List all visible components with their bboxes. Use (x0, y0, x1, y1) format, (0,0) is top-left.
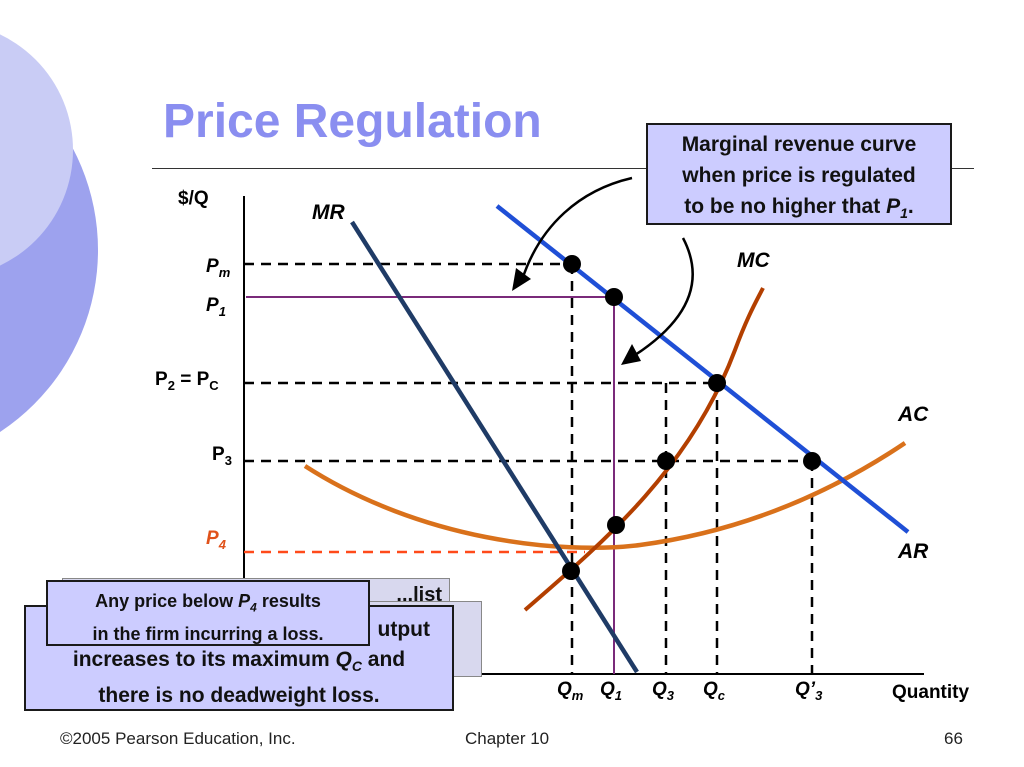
mr-label: MR (312, 201, 345, 224)
mc-curve (523, 287, 765, 612)
footer-chapter: Chapter 10 (465, 729, 550, 748)
x-axis-label: Quantity (892, 682, 969, 703)
ar-label: AR (897, 540, 929, 563)
point-pc-qc (708, 374, 726, 392)
hidden-callout-fragment: ...list (396, 584, 442, 606)
output-callout-line1: utput (377, 618, 430, 641)
quantity-label-q1: Q1 (600, 679, 622, 703)
deco-circle-inner (0, 34, 73, 266)
loss-callout-line2: in the firm incurring a loss. (92, 623, 324, 644)
price-label-p3: P3 (212, 444, 232, 468)
y-axis-label: $/Q (178, 188, 209, 209)
quantity-label-q3prime: Q’3 (795, 679, 823, 703)
arrowhead-q1 (621, 344, 641, 365)
mc-label: MC (737, 249, 770, 272)
quantity-label-qc: Qc (703, 679, 726, 703)
output-callout-line2: increases to its maximum QC and (72, 648, 406, 675)
ac-curve (303, 441, 907, 550)
ac-label: AC (897, 403, 929, 426)
point-pm-qm (563, 255, 581, 273)
arrow-to-q1-line (631, 237, 694, 359)
footer-page-number: 66 (944, 729, 963, 748)
loss-callout-box: Any price below P4 results in the firm i… (46, 580, 370, 646)
loss-callout-line1: Any price below P4 results (95, 591, 321, 615)
point-p3-q3prime (803, 452, 821, 470)
mr-callout-line2: when price is regulated (682, 164, 916, 187)
footer-copyright: ©2005 Pearson Education, Inc. (60, 729, 296, 748)
price-label-pm: Pm (206, 256, 231, 280)
mr-callout-line3: to be no higher that P1. (684, 195, 914, 222)
point-mr-mc (562, 562, 580, 580)
point-p3-q3 (657, 452, 675, 470)
output-callout-line3: there is no deadweight loss. (98, 684, 380, 708)
mr-curve (350, 220, 639, 674)
mr-callout-line1: Marginal revenue curve (681, 133, 917, 156)
arrowhead-pm (512, 268, 531, 291)
point-mc-q1 (607, 516, 625, 534)
price-label-p1: P1 (206, 295, 226, 319)
title-divider (152, 168, 974, 169)
ar-curve (495, 204, 910, 534)
quantity-label-qm: Qm (557, 679, 584, 703)
slide-title: Price Regulation (163, 95, 542, 148)
point-p1-q1 (605, 288, 623, 306)
mr-callout-box: Marginal revenue curve when price is reg… (646, 123, 952, 225)
arrow-to-pm-line (520, 176, 633, 281)
quantity-label-q3: Q3 (652, 679, 675, 703)
price-label-p4: P4 (206, 528, 227, 552)
price-label-p2-pc: P2 = PC (155, 369, 219, 393)
